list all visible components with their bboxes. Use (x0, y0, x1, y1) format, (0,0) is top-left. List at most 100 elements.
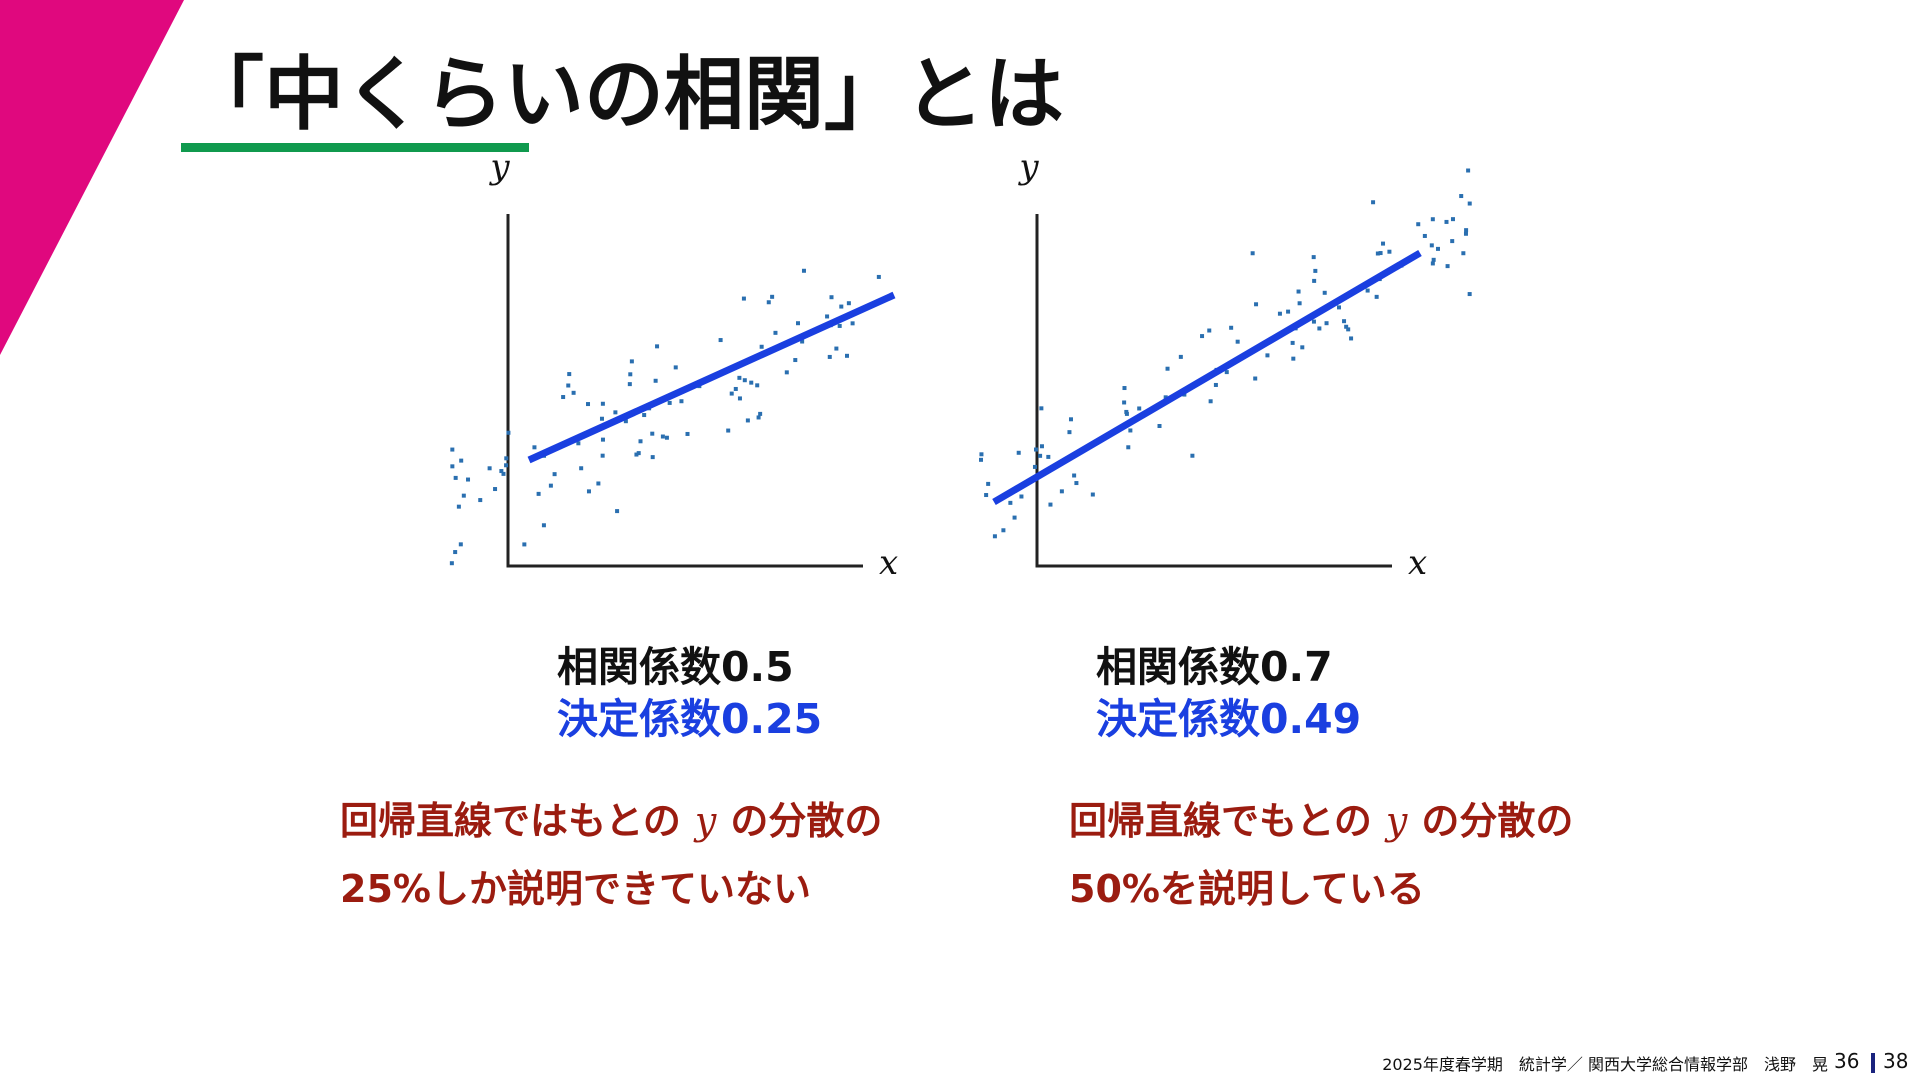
scatter-point (796, 321, 801, 326)
regression-line (527, 291, 896, 464)
scatter-point (737, 375, 742, 380)
scatter-point (1450, 217, 1455, 222)
scatter-point (1068, 417, 1073, 422)
correlation: 相関係数0.7 (1096, 643, 1333, 691)
scatter-point (1371, 200, 1376, 205)
scatter-point (766, 300, 771, 305)
scatter-point (600, 401, 605, 406)
scatter-point (1039, 444, 1044, 449)
scatter-point (453, 475, 458, 480)
scatter-point (461, 493, 466, 498)
scatter-point (501, 471, 506, 476)
scatter-point (756, 415, 761, 420)
scatter-point (845, 353, 850, 358)
scatter-point (466, 477, 471, 482)
scatter-point (1016, 450, 1021, 455)
scatter-point (1178, 354, 1183, 359)
scatter-point (450, 464, 455, 469)
scatter-point (1466, 168, 1471, 173)
scatter-point (1067, 430, 1072, 435)
scatter-point (1038, 453, 1043, 458)
scatter-point (449, 561, 454, 566)
scatter-point (829, 295, 834, 300)
scatter-point (992, 534, 997, 539)
scatter-point (1265, 353, 1270, 358)
scatter-point (1032, 464, 1037, 469)
footer-course: 2025年度春学期 統計学／ 関西大学総合情報学部 浅野 晃 (1382, 1055, 1828, 1074)
scatter-point (623, 419, 628, 424)
scatter-point (1429, 243, 1434, 248)
scatter-point (450, 447, 455, 452)
scatter-point (499, 469, 504, 474)
scatter-point (773, 330, 778, 335)
scatter-point (1317, 326, 1322, 331)
scatter-point (679, 399, 684, 404)
scatter-point (1290, 340, 1295, 345)
scatter-point (615, 509, 620, 514)
scatter-point (571, 390, 576, 395)
explanation-line: 25%しか説明できていない (340, 867, 811, 911)
scatter-point (586, 402, 591, 407)
explanation-line: 回帰直線ではもとの y の分散の (340, 790, 882, 845)
scatter-point (1311, 319, 1316, 324)
scatter-point (1378, 251, 1383, 256)
text: の分散の (1421, 799, 1574, 843)
scatter-point (1157, 423, 1162, 428)
scatter-point (759, 344, 764, 349)
scatter-point (458, 542, 463, 547)
scatter-point (726, 428, 731, 433)
scatter-point (1012, 515, 1017, 520)
scatter-point (1431, 257, 1436, 262)
scatter-point (478, 498, 483, 503)
scatter-point (504, 456, 509, 461)
scatter-point (1229, 325, 1234, 330)
scatter-point (629, 359, 634, 364)
scatter-point (1336, 305, 1341, 310)
x-axis-label: x (879, 543, 898, 583)
scatter-point (653, 378, 658, 383)
scatter-point (784, 370, 789, 375)
scatter-point (742, 378, 747, 383)
scatter-point (1277, 311, 1282, 316)
scatter-point (846, 301, 851, 306)
scatter-point (541, 523, 546, 528)
plots: y x y x (449, 147, 1472, 583)
scatter-point (1126, 445, 1131, 450)
scatter-point (876, 274, 881, 279)
scatter-point (1297, 301, 1302, 306)
scatter-point (825, 314, 830, 319)
scatter-point (566, 383, 571, 388)
scatter-point (1046, 454, 1051, 459)
scatter-point (536, 491, 541, 496)
scatter-point (1213, 382, 1218, 387)
scatter-point (1190, 453, 1195, 458)
scatter-point (741, 296, 746, 301)
scatter-point (827, 354, 832, 359)
axes (506, 214, 863, 568)
scatter-point (487, 466, 492, 471)
scatter-point (800, 339, 805, 344)
scatter-point (1322, 290, 1327, 295)
scatter-point (755, 383, 760, 388)
scatter-point (1072, 473, 1077, 478)
scatter-point (1365, 288, 1370, 293)
scatter-point (1224, 370, 1229, 375)
scatter-point (718, 338, 723, 343)
axes (1035, 214, 1392, 568)
scatter-point (1375, 251, 1380, 256)
scatter-point (1312, 278, 1317, 283)
scatter-point (758, 411, 763, 416)
scatter-point (567, 372, 572, 377)
scatter-point (979, 457, 984, 462)
scatter-point (576, 441, 581, 446)
scatter-point (613, 410, 618, 415)
scatter-point (636, 451, 641, 456)
scatter-point (552, 472, 557, 477)
scatter-point (1464, 228, 1469, 233)
scatter-point (986, 481, 991, 486)
scatter-point (801, 268, 806, 273)
scatter-point (1034, 447, 1039, 452)
scatter-point (1445, 264, 1450, 269)
scatter-point (1048, 502, 1053, 507)
scatter-point (839, 304, 844, 309)
